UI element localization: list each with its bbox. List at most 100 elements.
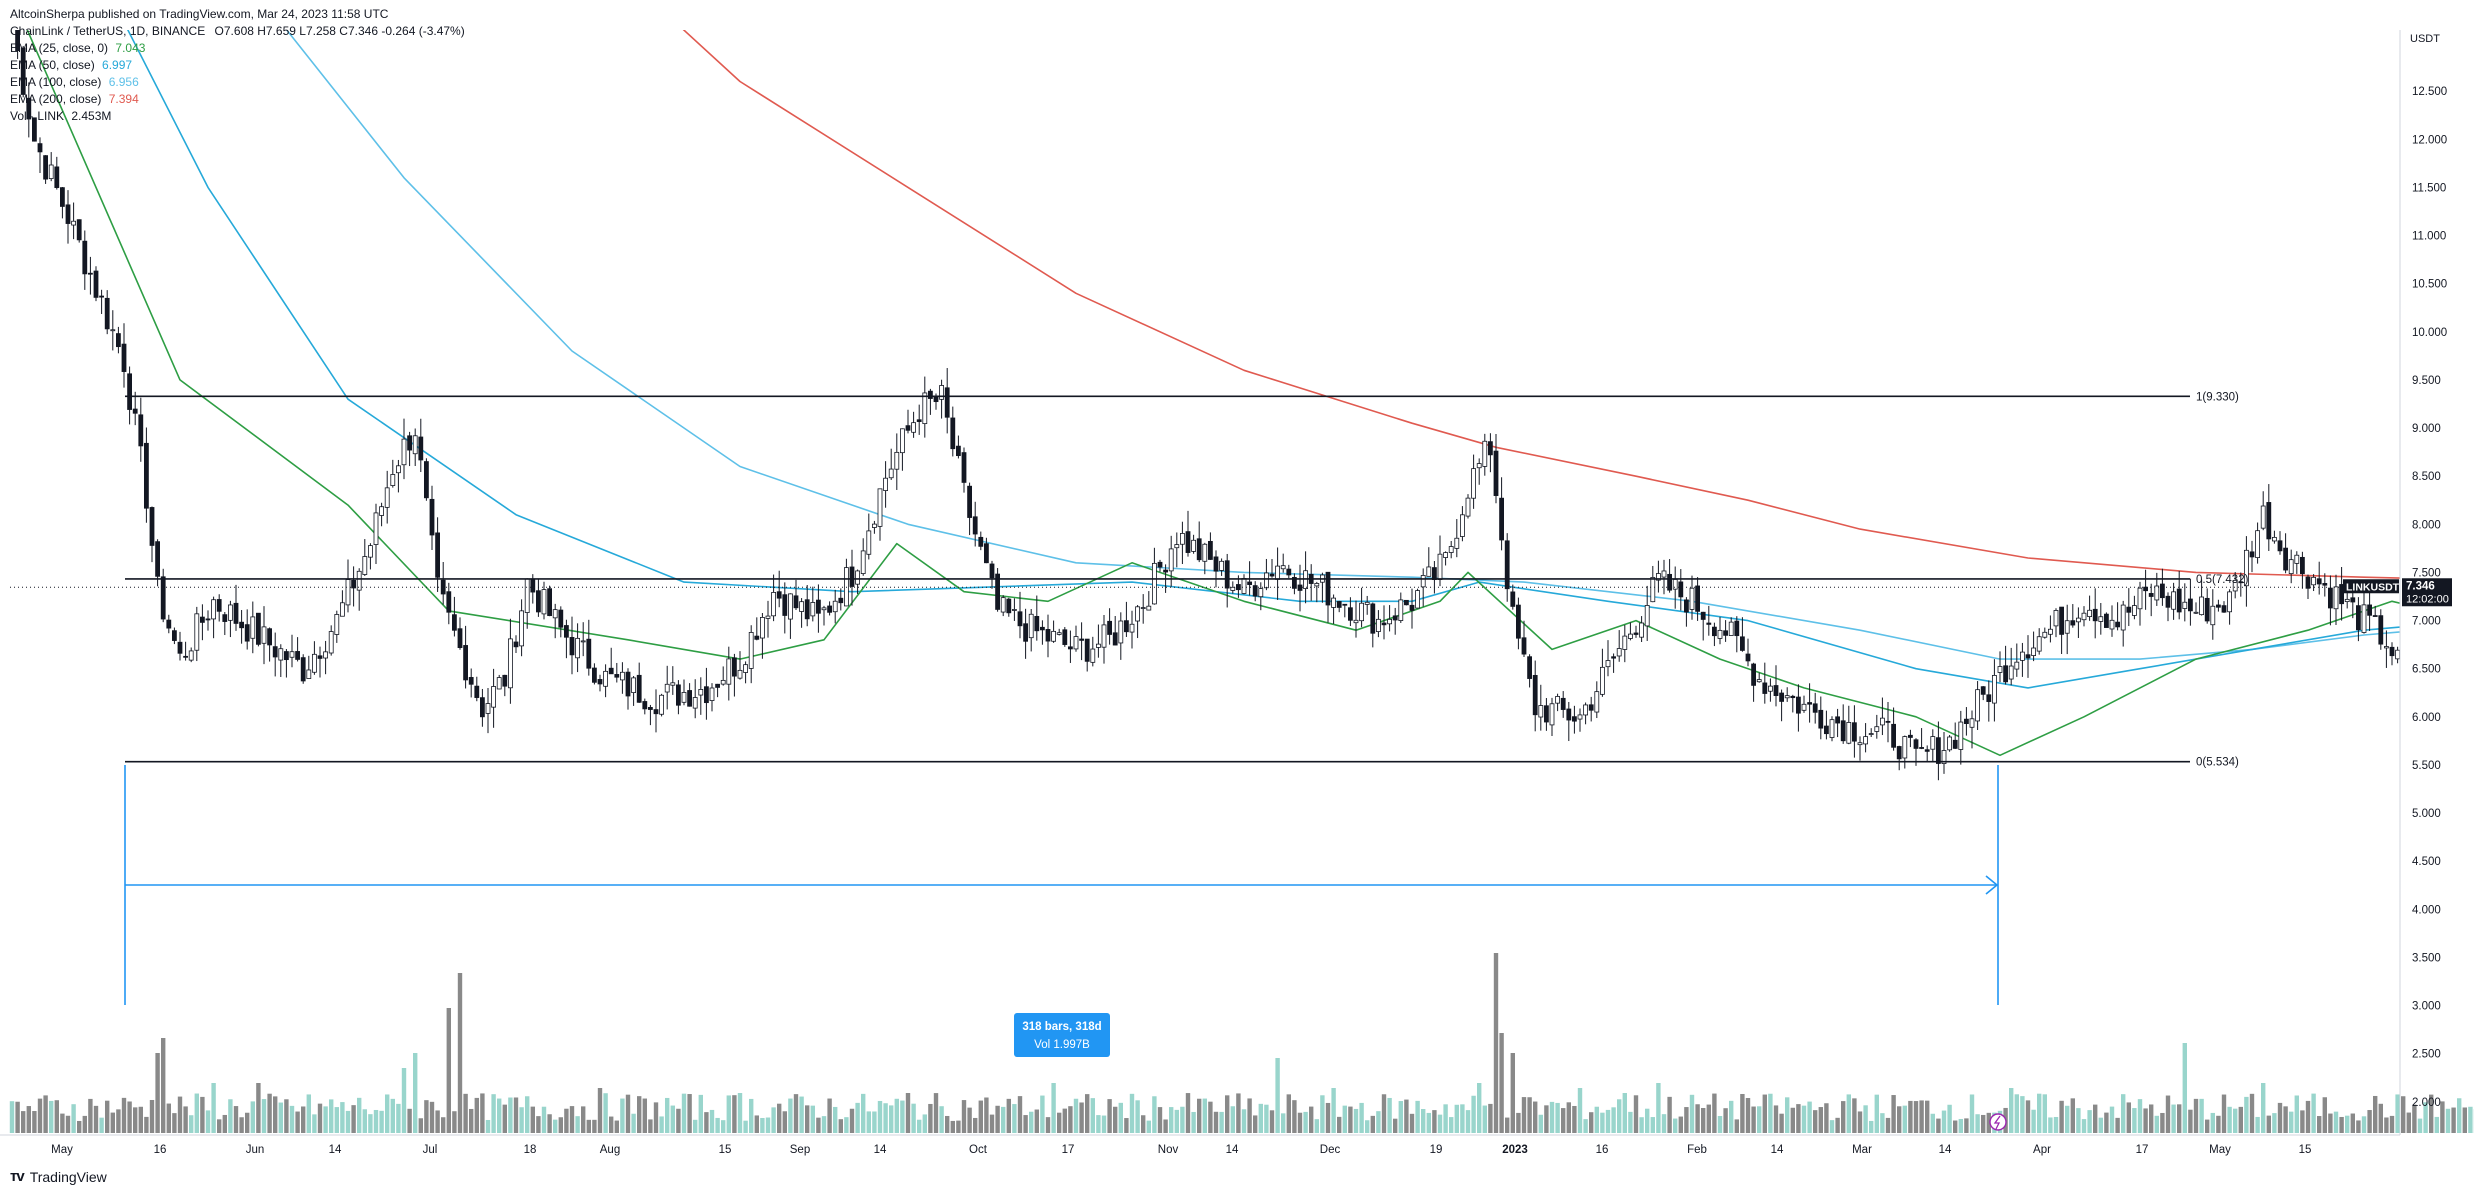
volume-bar (844, 1117, 849, 1133)
volume-bar (2361, 1116, 2367, 1133)
candle-body (614, 674, 620, 678)
candle-body (1588, 704, 1594, 711)
indicator-ema100[interactable]: EMA (100, close) 6.956 (10, 74, 465, 91)
candle-body (1863, 736, 1868, 745)
candle-body (306, 669, 312, 679)
volume-bar (698, 1094, 703, 1133)
price-tick-label: 11.000 (2412, 231, 2446, 243)
volume-bar (2283, 1106, 2288, 1133)
candle-body (1359, 602, 1364, 622)
volume-bar (233, 1106, 239, 1133)
volume-bar (177, 1096, 183, 1133)
volume-bar (2406, 1112, 2411, 1133)
volume-bar (737, 1093, 743, 1133)
candle-body (1213, 556, 1219, 572)
candle-body (849, 566, 855, 587)
candle-body (446, 591, 452, 613)
volume-bar (1734, 1119, 1739, 1133)
candle-body (2014, 661, 2020, 670)
volume-bar (1768, 1093, 1773, 1133)
candle-body (463, 645, 469, 681)
candle-body (76, 219, 82, 241)
indicator-ema200[interactable]: EMA (200, close) 7.394 (10, 91, 465, 108)
volume-bar (1460, 1104, 1465, 1133)
volume-bar (1723, 1108, 1728, 1133)
candle-body (1420, 575, 1426, 588)
volume-bar (155, 1053, 160, 1133)
candle-body (1829, 719, 1835, 738)
volume-bar (1124, 1118, 1129, 1133)
volume-bar (1740, 1093, 1745, 1133)
indicator-ema50[interactable]: EMA (50, close) 6.997 (10, 57, 465, 74)
volume-bar (1208, 1101, 1213, 1133)
volume-bar (239, 1117, 244, 1133)
candle-body (760, 617, 765, 639)
volume-bar (2048, 1117, 2053, 1133)
candle-body (104, 297, 110, 330)
candle-body (1818, 709, 1824, 729)
volume-bar (665, 1097, 670, 1133)
volume-bar (1191, 1111, 1196, 1133)
candle-body (1090, 648, 1096, 663)
indicator-volume[interactable]: Vol · LINK 2.453M (10, 108, 465, 125)
candle-body (339, 602, 345, 617)
volume-bar (1600, 1112, 1605, 1133)
volume-bar (1029, 1111, 1034, 1133)
event-lightning-icon[interactable] (1989, 1113, 2007, 1131)
volume-bar (676, 1108, 681, 1133)
candle-body (2457, 632, 2461, 645)
volume-bar (2468, 1106, 2473, 1133)
time-tick-label: Feb (1687, 1144, 1707, 1156)
candle-body (1068, 646, 1073, 650)
volume-bar (1639, 1117, 1644, 1133)
volume-bar (1729, 1100, 1734, 1133)
candle-body (2350, 597, 2356, 603)
candle-body (138, 414, 144, 447)
candle-body (2283, 547, 2289, 571)
volume-bar (1241, 1109, 1247, 1133)
volume-bar (1398, 1101, 1403, 1133)
date-range-measure[interactable]: 318 bars, 318d Vol 1.997B (124, 765, 2007, 1131)
indicator-ema25[interactable]: EMA (25, close, 0) 7.043 (10, 40, 465, 57)
candle-body (1846, 722, 1852, 744)
candle-body (2081, 612, 2087, 621)
volume-bar (749, 1098, 754, 1133)
volume-bar (1001, 1106, 1006, 1133)
volume-bar (1309, 1106, 1314, 1133)
candle-body (82, 240, 88, 275)
candle-body (1975, 689, 1980, 722)
candle-body (1230, 586, 1236, 591)
candle-body (564, 625, 569, 638)
candle-body (188, 650, 194, 661)
candle-body (395, 465, 401, 474)
candle-body (1465, 497, 1471, 517)
candle-body (2260, 505, 2266, 529)
candle-body (687, 690, 692, 707)
volume-bar (2345, 1115, 2350, 1133)
fib-level-label: 0.5(7.432) (2196, 574, 2249, 586)
candle-body (1112, 632, 1118, 646)
volume-bar (435, 1110, 440, 1133)
volume-bar (133, 1107, 138, 1133)
candle-body (1476, 463, 1482, 469)
volume-bar (26, 1106, 31, 1133)
candle-body (2154, 585, 2160, 601)
candle-body (2059, 606, 2065, 635)
candle-body (530, 578, 536, 593)
volume-bar (2417, 1118, 2423, 1133)
candle-body (1264, 572, 1269, 589)
candle-body (681, 692, 687, 703)
volume-bar (1617, 1099, 1622, 1133)
candle-body (2025, 654, 2031, 659)
volume-bar (1869, 1120, 1874, 1133)
volume-bar (709, 1109, 715, 1133)
volume-bar (984, 1097, 989, 1133)
volume-bar (1521, 1097, 1527, 1133)
volume-bar (1863, 1105, 1868, 1133)
price-tick-label: 4.500 (2412, 856, 2441, 868)
volume-bar (1236, 1093, 1241, 1133)
fib-retracement[interactable]: 1(9.330) 0.5(7.432) 0(5.534) (10, 391, 2400, 769)
volume-bar (200, 1096, 205, 1133)
volume-bar (222, 1114, 227, 1133)
